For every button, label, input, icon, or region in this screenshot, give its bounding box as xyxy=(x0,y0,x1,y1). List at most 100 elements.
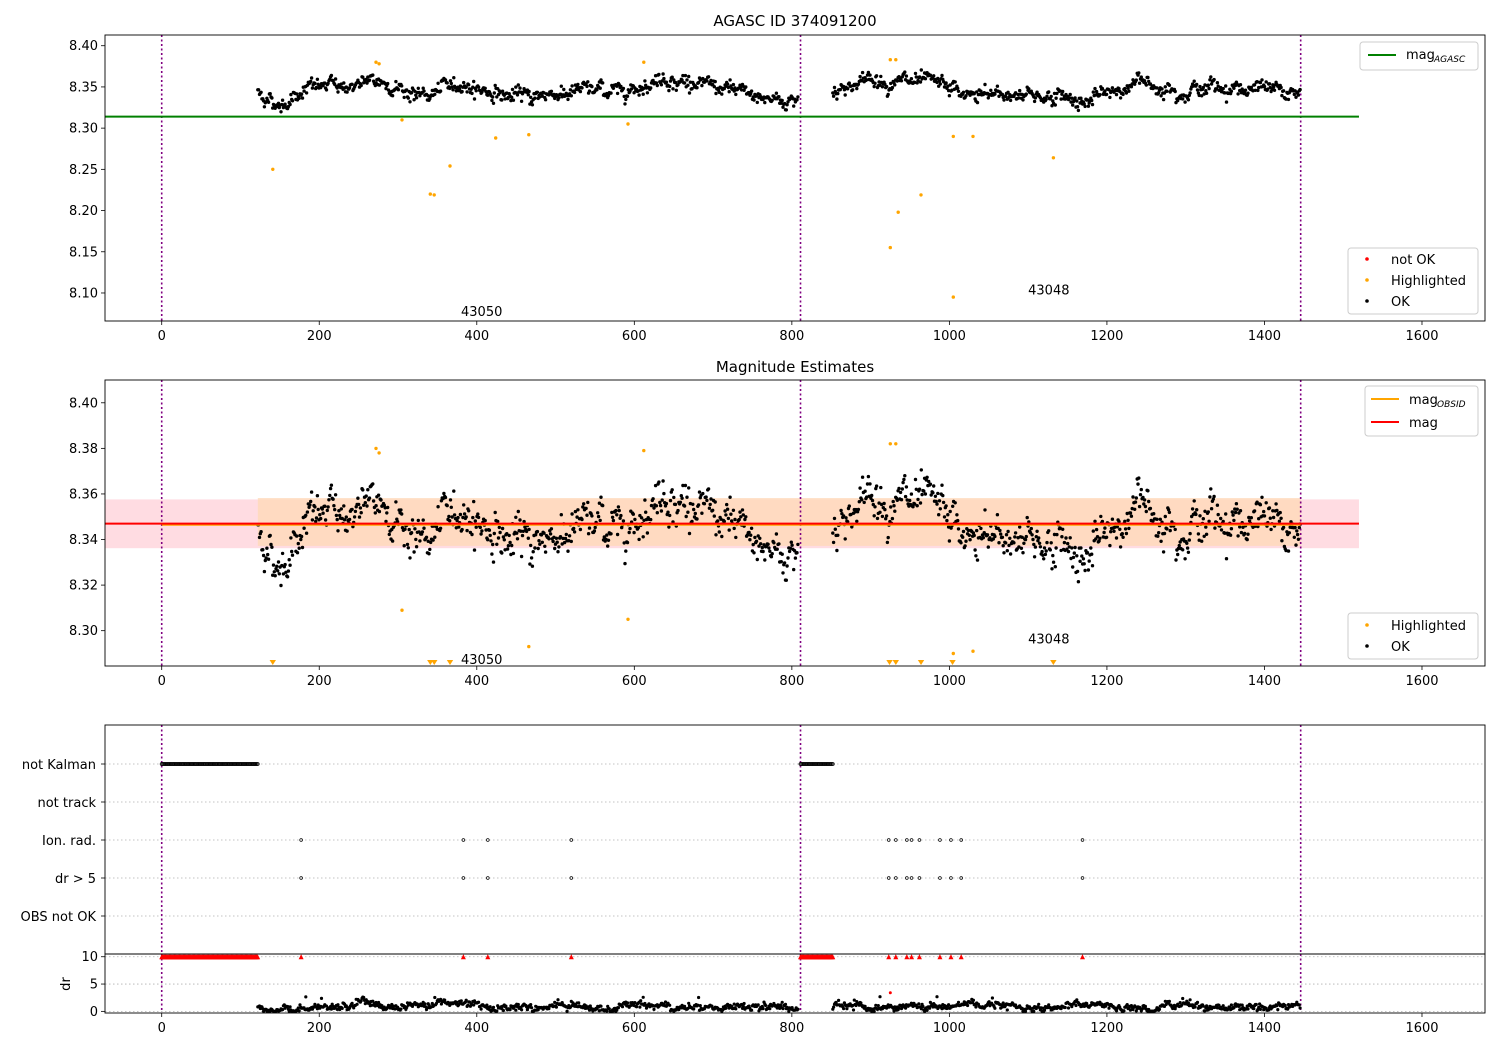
flag-marker xyxy=(959,838,963,842)
ok-point xyxy=(610,515,615,519)
ok-point xyxy=(1075,99,1079,103)
highlighted-point xyxy=(374,60,378,64)
ok-point xyxy=(452,513,457,517)
ok-point xyxy=(961,535,965,539)
dr-point xyxy=(639,999,643,1003)
ok-point xyxy=(281,572,286,576)
ok-point xyxy=(856,82,861,87)
ok-point xyxy=(657,72,661,77)
ok-point xyxy=(1280,539,1284,543)
ok-point xyxy=(1176,546,1181,551)
ok-point xyxy=(1173,89,1177,94)
ok-point xyxy=(1236,92,1240,96)
ok-point xyxy=(488,533,492,538)
ok-point xyxy=(877,501,881,505)
dr-point xyxy=(1143,1004,1147,1009)
ok-point xyxy=(729,512,733,516)
ok-point xyxy=(671,87,675,91)
ok-point xyxy=(390,94,395,98)
ok-point xyxy=(418,539,422,543)
flag-marker xyxy=(909,876,914,880)
ok-point xyxy=(832,85,837,90)
highlighted-point xyxy=(448,164,452,168)
ok-point xyxy=(364,494,368,498)
ok-point xyxy=(940,483,944,487)
ok-point xyxy=(344,515,348,519)
ok-point xyxy=(376,493,381,497)
ok-point xyxy=(483,518,487,523)
highlighted-point xyxy=(494,136,498,140)
ok-point xyxy=(433,535,437,539)
ok-point xyxy=(484,90,488,94)
dr-point xyxy=(520,1008,524,1012)
ok-point xyxy=(712,514,716,518)
ok-point xyxy=(297,546,301,550)
ok-point xyxy=(975,558,980,562)
ok-point xyxy=(879,74,883,79)
ok-point xyxy=(323,518,328,522)
ok-point xyxy=(581,505,585,509)
ok-point xyxy=(299,537,303,542)
ok-point xyxy=(265,546,269,550)
ok-point xyxy=(1148,506,1153,511)
ok-point xyxy=(909,77,914,81)
ok-point xyxy=(1236,534,1240,538)
ok-point xyxy=(1004,94,1008,99)
ok-point xyxy=(467,83,471,87)
ok-point xyxy=(1133,500,1138,504)
ok-point xyxy=(533,546,537,550)
ok-point xyxy=(1221,519,1225,524)
x-tick-label: 600 xyxy=(622,1021,647,1036)
ok-point xyxy=(531,550,535,554)
ok-point xyxy=(1252,83,1257,87)
ok-point xyxy=(358,506,363,510)
ok-point xyxy=(781,571,785,575)
ok-point xyxy=(598,86,602,90)
dr-clipped-marker xyxy=(485,954,491,960)
dr-point xyxy=(917,1002,921,1006)
ok-point xyxy=(739,88,744,92)
dr-point xyxy=(1188,998,1192,1002)
ok-point xyxy=(1067,96,1072,100)
ok-point xyxy=(352,515,357,519)
ok-point xyxy=(1260,495,1264,499)
ok-point xyxy=(601,503,605,508)
ok-point xyxy=(1233,510,1238,515)
ok-point xyxy=(1271,515,1276,520)
ok-point xyxy=(266,552,270,557)
ok-point xyxy=(257,535,262,540)
dr-point xyxy=(845,1007,849,1011)
flag-marker xyxy=(461,876,466,880)
ok-point xyxy=(1083,568,1087,573)
ok-point xyxy=(1143,504,1148,509)
ok-point xyxy=(938,507,942,511)
ok-point xyxy=(273,106,277,111)
ok-point xyxy=(633,517,637,522)
dr-point xyxy=(439,1002,443,1006)
ok-point xyxy=(889,81,893,86)
x-tick-label: 1600 xyxy=(1405,674,1438,689)
ok-point xyxy=(882,501,886,506)
ok-point xyxy=(497,525,501,530)
ok-point xyxy=(1133,82,1137,86)
ok-point xyxy=(1018,525,1022,529)
ok-point xyxy=(971,531,976,535)
dr-point xyxy=(439,997,443,1001)
ok-point xyxy=(1257,517,1261,521)
dr-point xyxy=(1074,1003,1078,1008)
ok-point xyxy=(559,513,563,517)
ok-point xyxy=(518,518,522,522)
ok-point xyxy=(708,502,712,507)
ok-point xyxy=(516,83,520,87)
ok-point xyxy=(904,74,909,78)
ok-point xyxy=(884,84,889,89)
ok-point xyxy=(1098,93,1102,97)
ok-point xyxy=(956,89,961,94)
legend-marker xyxy=(1365,257,1369,261)
ok-point xyxy=(1055,532,1059,537)
ok-point xyxy=(572,526,576,531)
ok-point xyxy=(1139,75,1144,79)
ok-point xyxy=(1061,89,1065,94)
